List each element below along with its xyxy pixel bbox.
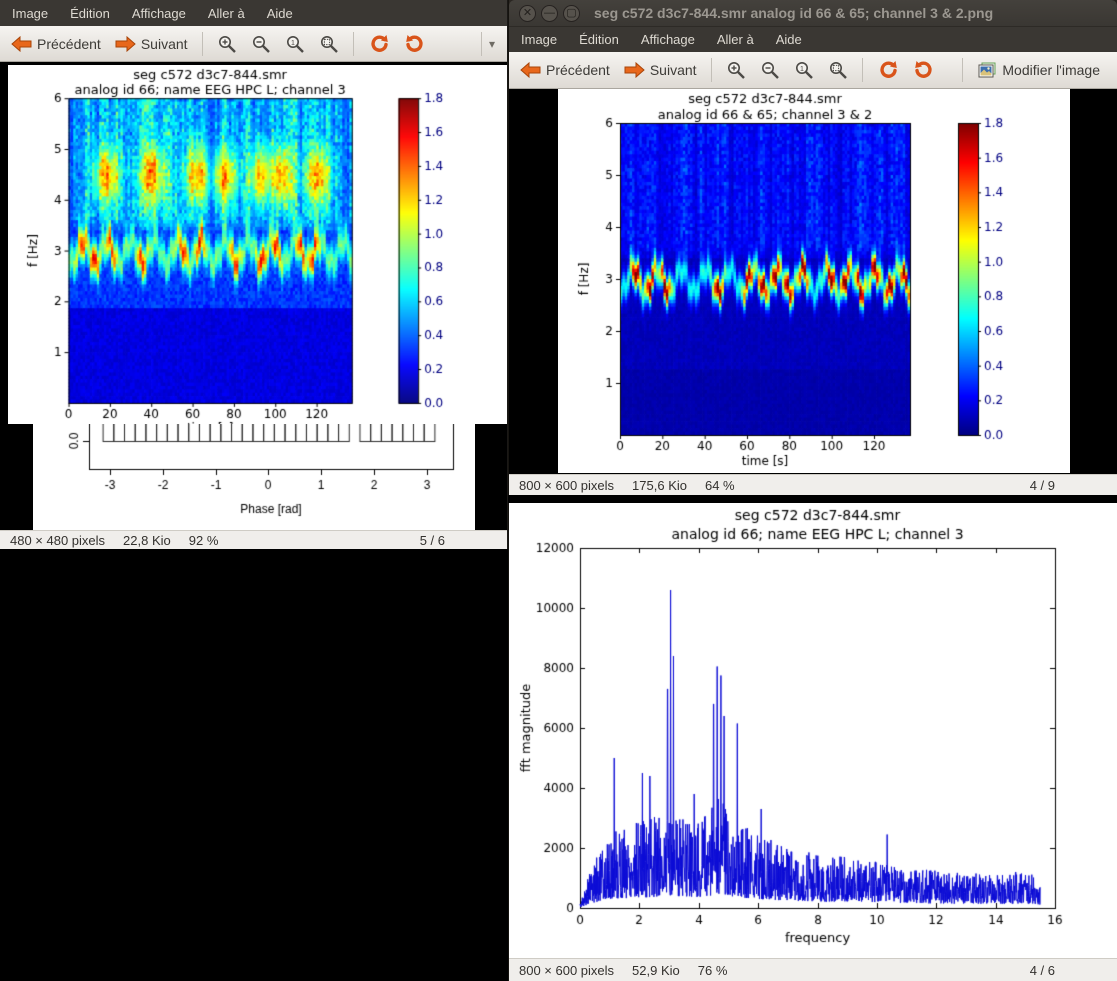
menu-affichage[interactable]: Affichage: [640, 32, 695, 47]
spectrogram-dual-image: [558, 89, 1070, 473]
toolbar: Précédent Suivant 1: [509, 52, 1117, 89]
rotate-left-button[interactable]: [870, 56, 906, 84]
menu-edition[interactable]: Édition: [579, 32, 619, 47]
menu-aller-a[interactable]: Aller à: [207, 5, 245, 21]
next-button[interactable]: Suivant: [108, 32, 195, 56]
window-spectrogram-dual: ✕ — ▢ seg c572 d3c7-844.smr analog id 66…: [508, 0, 1117, 495]
window-title: seg c572 d3c7-844.smr analog id 66 & 65;…: [594, 5, 994, 21]
zoom-normal-icon: 1: [795, 62, 813, 79]
menubar: Image Édition Affichage Aller à Aide: [509, 27, 1117, 52]
toolbar-separator: [861, 58, 863, 82]
arrow-left-icon: [11, 35, 32, 52]
rotate-right-button[interactable]: [397, 30, 433, 58]
toolbar: Précédent Suivant 1: [0, 26, 507, 62]
menu-aide[interactable]: Aide: [775, 32, 802, 47]
rotate-right-icon: [914, 61, 932, 78]
status-filesize: 52,9 Kio: [632, 962, 680, 978]
statusbar: 800 × 600 pixels 52,9 Kio 76 % 4 / 6: [509, 958, 1117, 981]
rotate-left-button[interactable]: [361, 30, 397, 58]
status-dimensions: 480 × 480 pixels: [10, 532, 106, 548]
window-fft: 800 × 600 pixels 52,9 Kio 76 % 4 / 6: [508, 503, 1117, 981]
menubar: Image Édition Affichage Aller à Aide: [0, 0, 507, 26]
status-position: 5 / 6: [419, 532, 445, 548]
svg-text:1: 1: [800, 66, 804, 73]
menu-affichage[interactable]: Affichage: [131, 5, 186, 21]
zoom-fit-icon: [320, 35, 338, 53]
zoom-normal-button[interactable]: 1: [278, 30, 312, 58]
rotate-right-icon: [405, 34, 423, 52]
edit-image-icon: [978, 62, 996, 77]
image-view-spectrogram-dual: [509, 89, 1117, 474]
zoom-fit-icon: [829, 62, 847, 79]
toolbar-overflow-caret-icon[interactable]: ▾: [488, 36, 495, 51]
zoom-fit-button[interactable]: [312, 30, 346, 58]
status-position: 4 / 9: [1029, 477, 1055, 493]
menu-edition[interactable]: Édition: [70, 5, 110, 21]
toolbar-separator: [480, 31, 482, 56]
close-icon[interactable]: ✕: [519, 4, 536, 22]
zoom-in-icon: [727, 62, 745, 79]
status-dimensions: 800 × 600 pixels: [519, 962, 615, 978]
titlebar[interactable]: ✕ — ▢ seg c572 d3c7-844.smr analog id 66…: [509, 0, 1117, 27]
image-view-spectrogram: [0, 62, 507, 424]
rotate-right-button[interactable]: [906, 56, 942, 84]
rotate-left-icon: [370, 34, 388, 52]
next-button[interactable]: Suivant: [617, 58, 704, 82]
menu-aller-a[interactable]: Aller à: [716, 32, 754, 47]
spectrogram-ch3-image: [8, 65, 507, 424]
toolbar-separator: [962, 58, 964, 82]
zoom-out-button[interactable]: [753, 56, 787, 84]
zoom-in-button[interactable]: [210, 30, 244, 58]
rotate-left-icon: [879, 61, 897, 78]
status-zoom: 92 %: [188, 532, 219, 548]
arrow-right-icon: [624, 62, 645, 78]
status-zoom: 64 %: [704, 477, 735, 493]
zoom-out-button[interactable]: [244, 30, 278, 58]
edit-image-button[interactable]: Modifier l'image: [970, 58, 1107, 83]
minimize-icon[interactable]: —: [541, 4, 558, 22]
menu-aide[interactable]: Aide: [266, 5, 293, 21]
svg-text:1: 1: [291, 40, 295, 47]
arrow-left-icon: [520, 62, 541, 78]
status-dimensions: 800 × 600 pixels: [519, 477, 615, 493]
zoom-out-icon: [761, 62, 779, 79]
previous-button[interactable]: Précédent: [513, 58, 617, 82]
status-position: 4 / 6: [1029, 962, 1055, 978]
toolbar-separator: [352, 31, 354, 56]
window-spectrogram-ch3: Image Édition Affichage Aller à Aide Pré…: [0, 0, 508, 424]
image-view-fft: [509, 503, 1117, 958]
zoom-fit-button[interactable]: [821, 56, 855, 84]
toolbar-separator: [201, 31, 203, 56]
zoom-out-icon: [252, 35, 270, 53]
zoom-normal-button[interactable]: 1: [787, 56, 821, 84]
maximize-icon[interactable]: ▢: [563, 4, 580, 22]
statusbar: 800 × 600 pixels 175,6 Kio 64 % 4 / 9: [509, 474, 1117, 495]
arrow-right-icon: [115, 35, 136, 52]
status-filesize: 22,8 Kio: [123, 532, 171, 548]
status-zoom: 76 %: [697, 962, 728, 978]
previous-button[interactable]: Précédent: [4, 32, 108, 56]
menu-image[interactable]: Image: [521, 32, 558, 47]
zoom-in-icon: [218, 35, 236, 53]
zoom-in-button[interactable]: [719, 56, 753, 84]
fft-plot-image: [510, 503, 1117, 958]
status-filesize: 175,6 Kio: [632, 477, 687, 493]
zoom-normal-icon: 1: [286, 35, 304, 53]
toolbar-separator: [710, 58, 712, 82]
statusbar: 480 × 480 pixels 22,8 Kio 92 % 5 / 6: [0, 530, 507, 549]
menu-image[interactable]: Image: [12, 5, 49, 21]
